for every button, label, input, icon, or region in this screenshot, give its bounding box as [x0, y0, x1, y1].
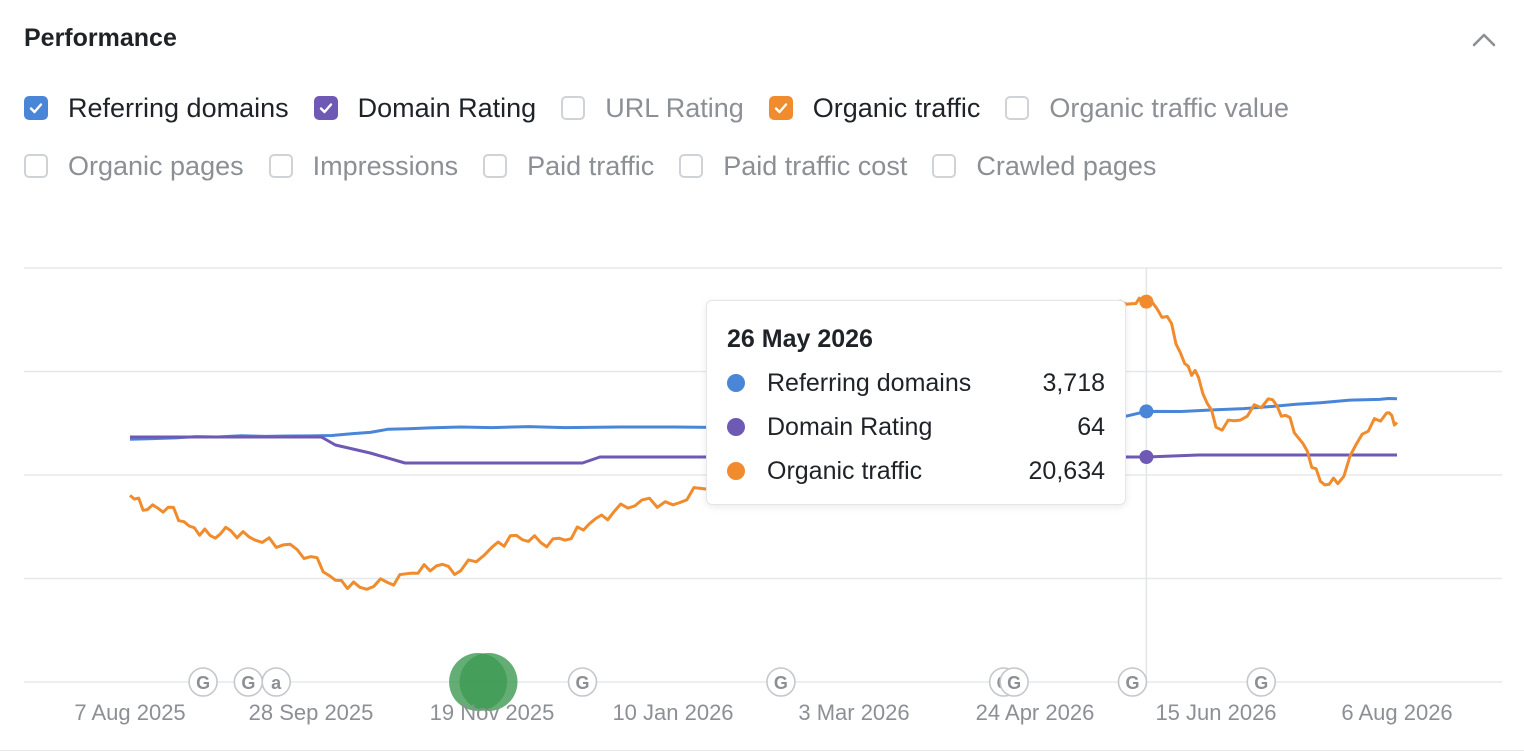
- checkbox-checked-icon[interactable]: [313, 96, 338, 120]
- x-tick-label: 3 Mar 2026: [798, 700, 909, 725]
- tooltip-series-name: Organic traffic: [767, 456, 923, 485]
- metric-filters: Referring domains Domain Rating URL Rating…: [24, 88, 1504, 204]
- series-line-domain-rating: [130, 435, 1397, 465]
- event-marker-icon[interactable]: G: [1117, 667, 1148, 697]
- tooltip-series-name: Domain Rating: [767, 412, 933, 441]
- tooltip-dot-icon: [727, 374, 745, 392]
- filter-label: Domain Rating: [357, 92, 537, 123]
- checkbox-unchecked-icon[interactable]: [268, 154, 293, 178]
- x-tick-label: 6 Aug 2026: [1341, 700, 1452, 725]
- event-marker-label: G: [1254, 673, 1268, 693]
- checkbox-unchecked-icon[interactable]: [483, 154, 508, 178]
- event-marker-label: G: [241, 673, 255, 693]
- panel-bottom-divider: [0, 750, 1524, 751]
- checkbox-unchecked-icon[interactable]: [24, 154, 48, 178]
- filter-row-2: Organic pages Impressions Paid traffic Paid…: [24, 146, 1504, 186]
- x-tick-label: 7 Aug 2025: [74, 700, 185, 725]
- event-cluster-marker[interactable]: [459, 653, 518, 711]
- event-marker-label: a: [271, 673, 282, 693]
- filter-domain-rating[interactable]: Domain Rating: [313, 92, 537, 124]
- checkbox-unchecked-icon[interactable]: [679, 154, 704, 178]
- filter-impressions[interactable]: Impressions: [268, 150, 459, 182]
- event-marker-icon[interactable]: G: [188, 667, 218, 697]
- filter-paid-traffic[interactable]: Paid traffic: [483, 151, 654, 182]
- checkbox-unchecked-icon[interactable]: [1005, 96, 1030, 120]
- x-tick-label: 24 Apr 2026: [976, 700, 1095, 725]
- panel-title: Performance: [24, 24, 177, 52]
- event-marker-icon[interactable]: G: [999, 667, 1029, 697]
- filter-label: Crawled pages: [976, 150, 1157, 181]
- event-marker-label: G: [1125, 673, 1139, 693]
- tooltip-series-value: 20,634: [1028, 456, 1105, 485]
- tooltip-date: 26 May 2026: [727, 325, 873, 353]
- hover-point-domain-rating: [1139, 450, 1154, 464]
- filter-organic-pages[interactable]: Organic pages: [24, 151, 244, 182]
- tooltip-series-value: 64: [1077, 412, 1105, 441]
- filter-paid-traffic-cost[interactable]: Paid traffic cost: [679, 151, 907, 182]
- event-marker-icon[interactable]: G: [567, 667, 598, 697]
- filter-row-1: Referring domains Domain Rating URL Rating…: [24, 88, 1504, 128]
- x-tick-label: 19 Nov 2025: [430, 700, 555, 725]
- filter-label: Organic pages: [68, 150, 244, 181]
- x-tick-label: 28 Sep 2025: [249, 700, 374, 725]
- filter-organic-traffic[interactable]: Organic traffic: [768, 92, 981, 124]
- hover-point-referring-domains: [1139, 404, 1154, 419]
- event-marker-icon[interactable]: G: [1246, 667, 1277, 697]
- tooltip-dot-icon: [727, 462, 745, 480]
- filter-label: URL Rating: [605, 92, 744, 123]
- checkbox-unchecked-icon[interactable]: [932, 154, 957, 178]
- filter-label: Organic traffic: [812, 92, 981, 123]
- filter-label: Impressions: [312, 150, 459, 181]
- chart-tooltip: 26 May 2026 Referring domains 3,718 Doma…: [706, 300, 1126, 505]
- checkbox-checked-icon[interactable]: [768, 96, 793, 120]
- filter-crawled-pages[interactable]: Crawled pages: [932, 151, 1156, 182]
- filter-label: Organic traffic value: [1049, 92, 1289, 123]
- checkbox-unchecked-icon[interactable]: [561, 96, 586, 120]
- event-marker-icon[interactable]: G: [233, 667, 264, 697]
- tooltip-row-referring-domains: Referring domains 3,718: [727, 365, 1105, 401]
- filter-referring-domains[interactable]: Referring domains: [24, 93, 289, 124]
- filter-label: Paid traffic: [527, 150, 655, 181]
- x-tick-label: 15 Jun 2026: [1155, 700, 1276, 725]
- event-marker-label: G: [774, 673, 788, 693]
- event-marker-label: G: [575, 673, 589, 693]
- tooltip-dot-icon: [727, 418, 745, 436]
- tooltip-row-domain-rating: Domain Rating 64: [727, 409, 1105, 445]
- filter-url-rating[interactable]: URL Rating: [561, 93, 744, 124]
- tooltip-series-name: Referring domains: [767, 368, 972, 397]
- collapse-chevron-up-icon[interactable]: [1470, 26, 1498, 54]
- hover-point-organic-traffic: [1139, 294, 1154, 309]
- event-marker-label: G: [196, 673, 210, 693]
- filter-organic-traffic-value[interactable]: Organic traffic value: [1005, 93, 1289, 124]
- event-marker-label: G: [1007, 673, 1021, 693]
- checkbox-checked-icon[interactable]: [24, 96, 48, 120]
- event-marker-icon[interactable]: a: [261, 667, 291, 697]
- tooltip-series-value: 3,718: [1042, 368, 1105, 397]
- filter-label: Referring domains: [68, 92, 289, 123]
- event-marker-icon[interactable]: G: [766, 667, 796, 697]
- x-tick-label: 10 Jan 2026: [612, 700, 733, 725]
- tooltip-row-organic-traffic: Organic traffic 20,634: [727, 453, 1105, 489]
- filter-label: Paid traffic cost: [723, 150, 908, 181]
